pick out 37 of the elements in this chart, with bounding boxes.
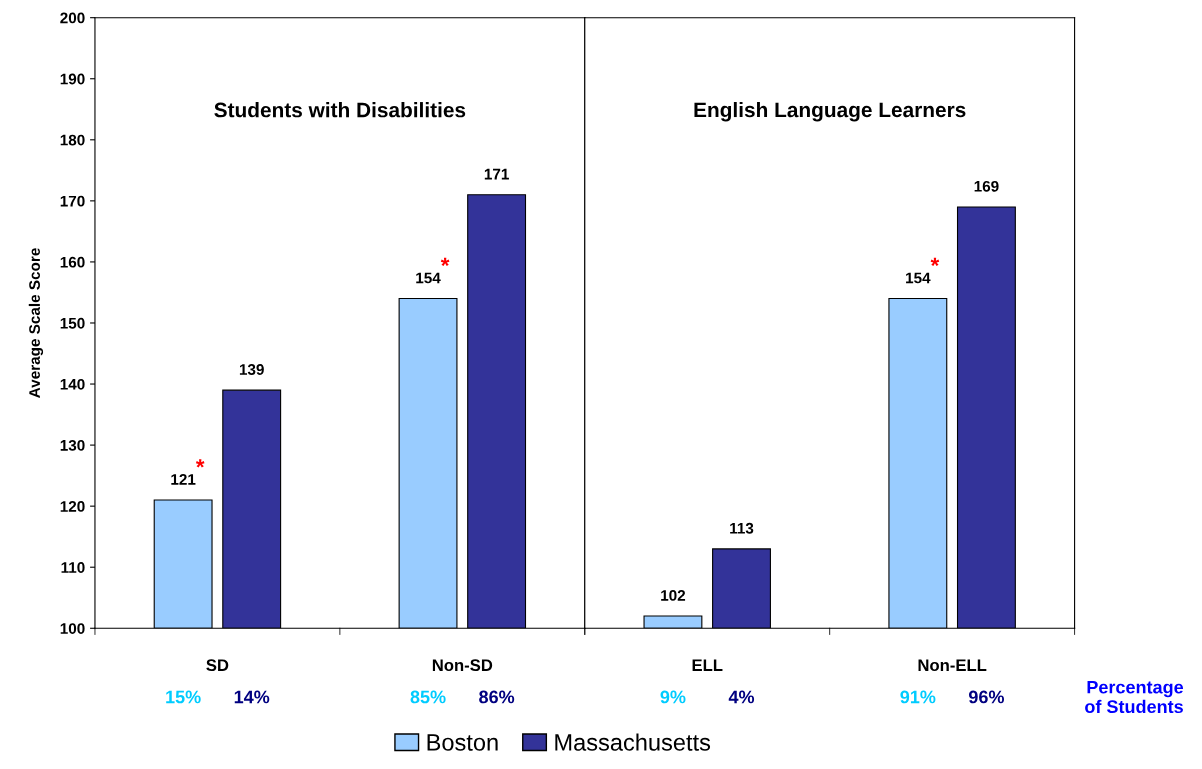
text: 9% bbox=[660, 690, 686, 704]
x-tick-label: ELL bbox=[692, 659, 723, 671]
text: Students with Disabilities bbox=[214, 102, 466, 118]
text: 14% bbox=[234, 690, 270, 704]
y-tick-label: 160 bbox=[60, 256, 85, 268]
y-tick-label: 180 bbox=[60, 134, 85, 146]
text: Percentage of Students bbox=[1085, 680, 1184, 714]
y-tick-label: 130 bbox=[60, 439, 85, 451]
y-tick-label: 140 bbox=[60, 378, 85, 390]
y-tick-label: 150 bbox=[60, 317, 85, 329]
data-label: 154* bbox=[416, 257, 450, 284]
data-label: 154* bbox=[906, 257, 940, 284]
data-label: 171 bbox=[484, 168, 509, 180]
data-label: 169 bbox=[974, 180, 999, 192]
text: 85% bbox=[410, 690, 446, 704]
text: 4% bbox=[728, 690, 755, 704]
y-tick-label: 190 bbox=[60, 73, 85, 85]
x-tick-label: Non-ELL bbox=[918, 659, 987, 672]
x-tick-label: Non-SD bbox=[432, 659, 493, 672]
data-label: 121* bbox=[171, 459, 205, 485]
data-label: 102 bbox=[661, 590, 686, 601]
text: 15% bbox=[166, 690, 201, 704]
data-label: 139 bbox=[239, 364, 264, 375]
text: 91% bbox=[900, 690, 936, 704]
legend-label: Boston bbox=[427, 734, 498, 751]
legend-label: Massachusetts bbox=[555, 733, 711, 751]
text: 96% bbox=[968, 690, 1005, 704]
y-tick-label: 100 bbox=[60, 623, 85, 634]
y-tick-label: 200 bbox=[60, 12, 85, 24]
y-tick-label: 170 bbox=[60, 195, 85, 207]
x-tick-label: SD bbox=[206, 659, 229, 672]
y-tick-label: 120 bbox=[60, 501, 85, 512]
y-axis-title: Average Scale Score bbox=[28, 248, 44, 398]
data-label: 113 bbox=[730, 522, 754, 534]
text: English Language Learners bbox=[694, 101, 966, 122]
y-tick-label: 110 bbox=[61, 562, 85, 573]
text: 86% bbox=[479, 690, 515, 704]
